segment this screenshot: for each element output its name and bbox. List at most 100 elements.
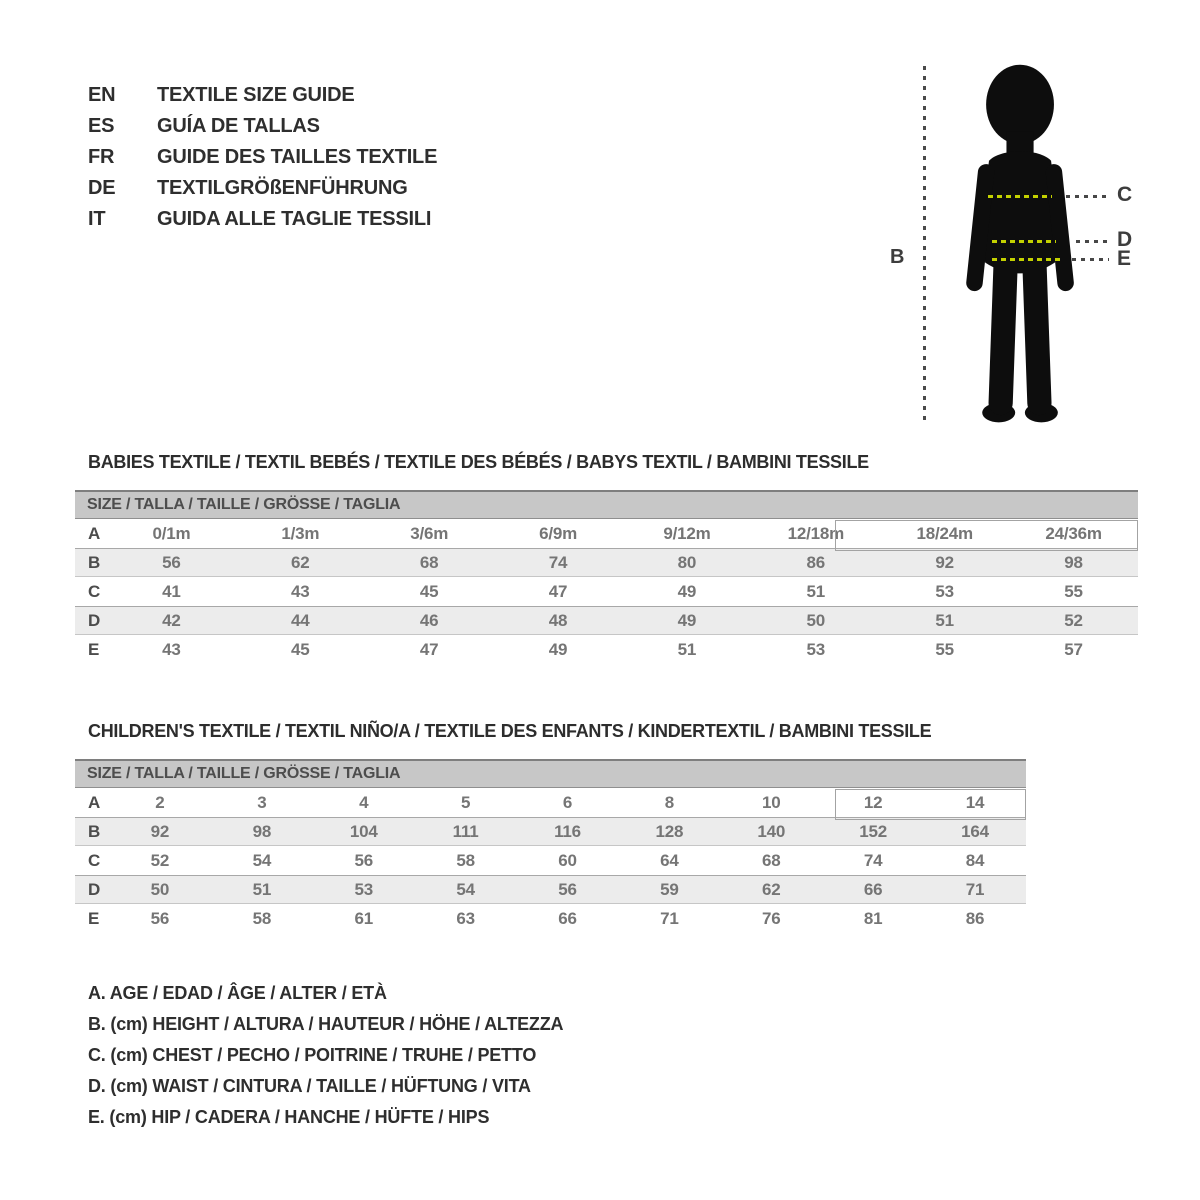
table-cell: 12/18m <box>787 523 845 543</box>
table-cell: 49 <box>677 610 697 630</box>
table-row-c: C 52 54 56 58 60 64 68 74 84 <box>75 846 1026 875</box>
table-cell: 60 <box>558 850 577 870</box>
table-cell: 66 <box>863 879 883 899</box>
table-cell: 62 <box>762 879 781 899</box>
table-cell: 45 <box>291 639 310 659</box>
legend-line-hip: E. (cm) HIP / CADERA / HANCHE / HÜFTE / … <box>88 1107 490 1127</box>
table-cell: 10 <box>762 792 781 812</box>
table-cell: 92 <box>935 552 954 572</box>
table-cell: 43 <box>291 581 310 601</box>
table-cell: 6/9m <box>539 523 578 543</box>
table-cell: 56 <box>162 552 181 572</box>
table-cell: 3/6m <box>410 523 449 543</box>
table-cell: 128 <box>655 821 684 841</box>
language-row-es: ES GUÍA DE TALLAS <box>88 111 437 142</box>
table-cell: 48 <box>548 610 568 630</box>
table-cell: 50 <box>806 610 826 630</box>
language-list: EN TEXTILE SIZE GUIDE ES GUÍA DE TALLAS … <box>88 80 437 235</box>
row-label: B <box>88 552 101 572</box>
table-cell: 56 <box>558 879 577 899</box>
height-label: B <box>890 246 905 268</box>
language-code: ES <box>88 115 115 137</box>
table-cell: 2 <box>155 792 165 812</box>
table-cell: 66 <box>558 908 577 928</box>
children-size-table: SIZE / TALLA / TAILLE / GRÖSSE / TAGLIA … <box>75 759 1026 933</box>
table-cell: 42 <box>162 610 181 630</box>
language-row-en: EN TEXTILE SIZE GUIDE <box>88 80 437 111</box>
height-dotted-line <box>923 66 926 426</box>
language-title: GUIDE DES TAILLES TEXTILE <box>157 146 438 168</box>
hip-label: E <box>1117 247 1132 270</box>
table-cell: 53 <box>354 879 373 899</box>
legend-line-waist: D. (cm) WAIST / CINTURA / TAILLE / HÜFTU… <box>88 1076 531 1096</box>
children-size-header: SIZE / TALLA / TAILLE / GRÖSSE / TAGLIA <box>75 759 1026 788</box>
row-label: C <box>88 850 101 870</box>
table-cell: 49 <box>677 581 697 601</box>
table-cell: 111 <box>452 821 479 841</box>
table-cell: 55 <box>935 639 954 659</box>
language-title: TEXTILE SIZE GUIDE <box>157 84 355 106</box>
table-cell: 44 <box>291 610 310 630</box>
table-row-e: E 56 58 61 63 66 71 76 81 86 <box>75 904 1026 933</box>
table-cell: 92 <box>150 821 170 841</box>
language-row-fr: FR GUIDE DES TAILLES TEXTILE <box>88 142 437 173</box>
table-cell: 51 <box>806 581 826 601</box>
table-cell: 164 <box>961 821 989 841</box>
table-cell: 58 <box>456 850 475 870</box>
table-row-d: D 50 51 53 54 56 59 62 66 71 <box>75 875 1026 904</box>
babies-selected-size-box <box>835 520 1138 551</box>
table-cell: 76 <box>762 908 781 928</box>
table-cell: 64 <box>660 850 679 870</box>
babies-section-title: BABIES TEXTILE / TEXTIL BEBÉS / TEXTILE … <box>88 452 869 472</box>
table-cell: 59 <box>660 879 679 899</box>
table-cell: 9/12m <box>663 523 711 543</box>
table-row-c: C 41 43 45 47 49 51 53 55 <box>75 577 1138 606</box>
table-cell: 54 <box>456 879 475 899</box>
table-cell: 71 <box>965 879 985 899</box>
hip-leader-line <box>1072 258 1109 261</box>
table-cell: 52 <box>1064 610 1083 630</box>
row-label: D <box>88 879 101 899</box>
table-cell: 1/3m <box>281 523 320 543</box>
measurement-legend: A. AGE / EDAD / ÂGE / ALTER / ETÀ B. (cm… <box>88 978 564 1133</box>
table-cell: 6 <box>562 792 573 812</box>
table-cell: 86 <box>806 552 826 572</box>
language-title: TEXTILGRÖßENFÜHRUNG <box>157 177 408 199</box>
table-row-b: B 92 98 104 111 116 128 140 152 164 <box>75 817 1026 846</box>
waist-measure-line <box>992 240 1056 243</box>
language-code: FR <box>88 146 115 168</box>
table-cell: 53 <box>935 581 954 601</box>
table-cell: 12 <box>863 792 883 812</box>
table-cell: 53 <box>806 639 826 659</box>
table-cell: 49 <box>548 639 568 659</box>
children-table-rows: A 2 3 4 5 6 8 10 12 14 B 92 98 104 111 116 128 140 152 164 C… <box>75 788 1026 933</box>
table-cell: 51 <box>677 639 697 659</box>
children-selected-size-box <box>835 789 1026 820</box>
chest-leader-line <box>1066 195 1108 198</box>
row-label: A <box>88 523 101 543</box>
row-label: D <box>88 610 101 630</box>
child-silhouette-icon <box>966 64 1074 423</box>
table-row-d: D 42 44 46 48 49 50 51 52 <box>75 606 1138 635</box>
table-cell: 80 <box>677 552 697 572</box>
table-cell: 68 <box>762 850 781 870</box>
table-cell: 41 <box>162 581 181 601</box>
table-cell: 74 <box>548 552 568 572</box>
waist-label: D <box>1117 228 1133 251</box>
table-cell: 55 <box>1064 581 1083 601</box>
legend-line-chest: C. (cm) CHEST / PECHO / POITRINE / TRUHE… <box>88 1045 537 1065</box>
table-cell: 50 <box>150 879 170 899</box>
table-cell: 84 <box>965 850 985 870</box>
table-row-e: E 43 45 47 49 51 53 55 57 <box>75 635 1138 664</box>
table-cell: 152 <box>859 821 888 841</box>
table-cell: 62 <box>291 552 310 572</box>
table-cell: 45 <box>419 581 439 601</box>
table-cell: 63 <box>456 908 475 928</box>
language-row-it: IT GUIDA ALLE TAGLIE TESSILI <box>88 204 437 235</box>
row-label: E <box>88 639 100 659</box>
table-cell: 104 <box>349 821 378 841</box>
table-row-b: B 56 62 68 74 80 86 92 98 <box>75 548 1138 577</box>
table-cell: 54 <box>252 850 272 870</box>
table-cell: 81 <box>863 908 883 928</box>
